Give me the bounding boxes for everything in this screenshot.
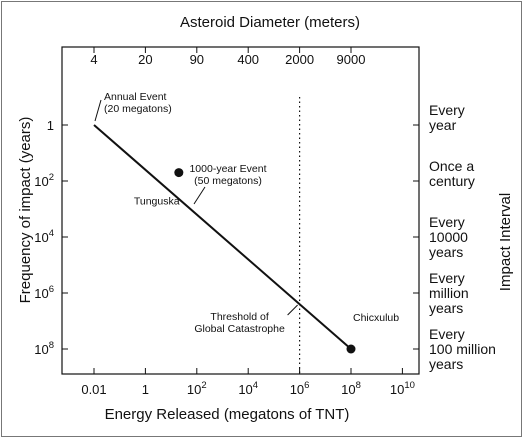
y-tick-label: 102 — [34, 172, 54, 189]
plot-area — [61, 46, 420, 375]
y-tick-label: 106 — [34, 284, 54, 301]
annotation-1000-year-event-line: 1000-year Event — [189, 163, 266, 175]
threshold-label: Threshold of Global Catastrophe — [194, 311, 285, 335]
x-tick-label-exponent: 8 — [356, 380, 361, 391]
impact-interval-label-line: Every — [429, 270, 465, 286]
impact-interval-label-line: 10000 — [429, 229, 468, 245]
x-tick-label-exponent: 10 — [404, 380, 415, 391]
top-tick-label: 2000 — [285, 52, 314, 67]
impact-interval-label: Every year — [429, 102, 465, 133]
data-point-tunguska — [174, 168, 184, 178]
point-label-tunguska: Tunguska — [134, 196, 180, 208]
x-tick-label: 106 — [290, 380, 310, 397]
top-axis-title: Asteroid Diameter (meters) — [180, 14, 360, 31]
x-tick-label: 0.01 — [81, 382, 106, 397]
annotation-annual-event: Annual Event (20 megatons) — [104, 91, 172, 115]
impact-interval-label-line: Every — [429, 326, 465, 342]
impact-interval-label: Once a century — [429, 158, 475, 189]
threshold-label-leader — [287, 304, 298, 316]
top-tick-label: 9000 — [337, 52, 366, 67]
right-axis-title: Impact Interval — [497, 193, 514, 291]
threshold-label-line: Threshold of — [210, 311, 268, 323]
impact-interval-label-line: 100 million — [429, 341, 496, 357]
x-tick-label: 108 — [341, 380, 361, 397]
threshold-label-line: Global Catastrophe — [194, 323, 285, 335]
impact-interval-label-line: years — [429, 300, 463, 316]
impact-interval-label-line: year — [429, 117, 457, 133]
impact-interval-label-line: million — [429, 285, 469, 301]
x-tick-label: 102 — [187, 380, 207, 397]
impact-interval-label-line: Every — [429, 214, 465, 230]
impact-interval-label-line: years — [429, 356, 463, 372]
impact-interval-label: Every 100 million years — [429, 326, 496, 372]
y-tick-label: 1 — [47, 118, 54, 133]
y-tick-label: 108 — [34, 340, 54, 357]
data-point-chicxulub — [346, 344, 356, 354]
annotation-1000-year-event: 1000-year Event (50 megatons) — [189, 163, 266, 187]
x-tick-label: 104 — [238, 380, 258, 397]
annotation-annual-event-line: Annual Event — [104, 91, 167, 103]
x-axis-title: Energy Released (megatons of TNT) — [105, 406, 350, 423]
annotation-annual-leader — [94, 99, 102, 122]
impact-interval-label: Every 10000 years — [429, 214, 468, 260]
y-tick-label-exponent: 4 — [49, 228, 54, 239]
y-tick-label: 104 — [34, 228, 54, 245]
top-tick-label: 400 — [237, 52, 259, 67]
impact-interval-label: Every million years — [429, 270, 469, 316]
y-tick-label-exponent: 6 — [49, 284, 54, 295]
annotation-annual-event-line: (20 megatons) — [104, 103, 172, 115]
point-label-chicxulub: Chicxulub — [353, 312, 399, 324]
annotation-1000-year-event-line: (50 megatons) — [194, 175, 262, 187]
x-tick-label-exponent: 6 — [304, 380, 309, 391]
annotation-1000-year-leader — [193, 186, 206, 205]
impact-interval-label-line: Every — [429, 102, 465, 118]
impact-interval-label-line: years — [429, 244, 463, 260]
impact-interval-label-line: Once a — [429, 158, 474, 174]
y-axis-title: Frequency of impact (years) — [17, 117, 34, 304]
figure-frame: Asteroid Diameter (meters) Energy Releas… — [1, 1, 522, 437]
y-tick-label-exponent: 8 — [49, 340, 54, 351]
x-tick-label: 1010 — [390, 380, 415, 397]
x-tick-label-exponent: 2 — [201, 380, 206, 391]
x-tick-label-exponent: 4 — [253, 380, 258, 391]
x-tick-label: 1 — [142, 382, 149, 397]
top-tick-label: 20 — [138, 52, 152, 67]
top-tick-label: 4 — [90, 52, 97, 67]
frequency-line — [93, 124, 352, 350]
top-tick-label: 90 — [190, 52, 204, 67]
y-tick-label-exponent: 2 — [49, 172, 54, 183]
impact-interval-label-line: century — [429, 173, 475, 189]
